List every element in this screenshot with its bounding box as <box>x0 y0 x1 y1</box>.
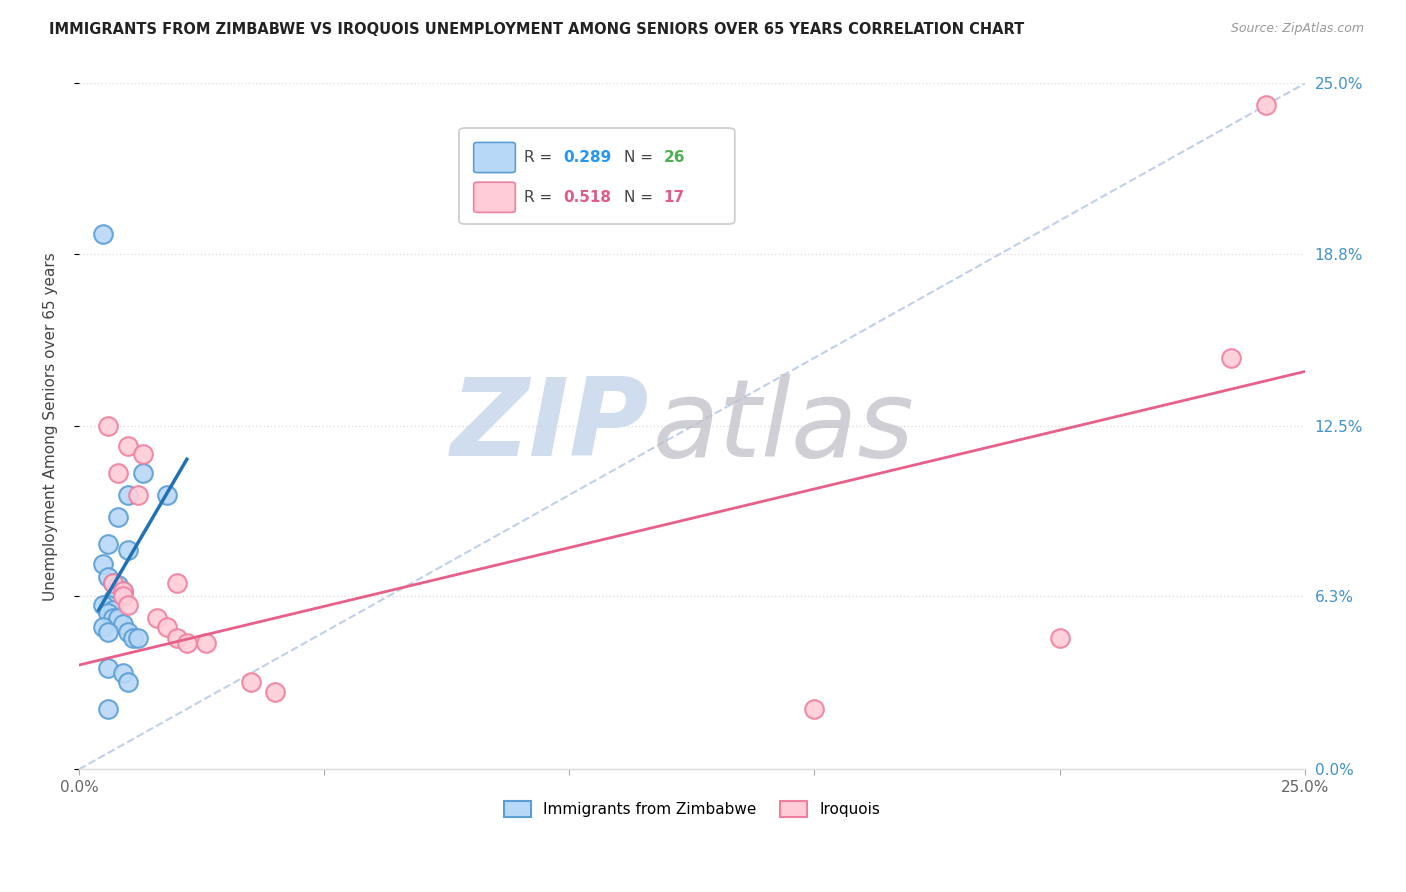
Text: 0.289: 0.289 <box>564 150 612 165</box>
Point <box>195 636 218 650</box>
Point <box>122 631 145 645</box>
Point <box>112 584 135 599</box>
Text: Source: ZipAtlas.com: Source: ZipAtlas.com <box>1230 22 1364 36</box>
Point <box>107 590 129 604</box>
Point <box>131 466 153 480</box>
Point <box>117 488 139 502</box>
Point <box>127 631 149 645</box>
Point <box>127 488 149 502</box>
FancyBboxPatch shape <box>474 182 516 212</box>
Point <box>146 611 169 625</box>
Text: R =: R = <box>524 150 557 165</box>
Point <box>103 592 125 607</box>
Text: R =: R = <box>524 190 557 205</box>
Point <box>156 488 179 502</box>
Point <box>97 537 120 551</box>
Text: N =: N = <box>624 150 658 165</box>
Point <box>97 702 120 716</box>
Point <box>112 666 135 681</box>
Point <box>112 584 135 599</box>
Point <box>93 557 115 571</box>
Point <box>166 575 188 590</box>
Point <box>97 606 120 620</box>
Point <box>117 625 139 640</box>
Text: ZIP: ZIP <box>450 374 650 479</box>
Point <box>93 620 115 634</box>
Legend: Immigrants from Zimbabwe, Iroquois: Immigrants from Zimbabwe, Iroquois <box>498 795 886 823</box>
Point <box>1254 98 1277 112</box>
Point <box>117 439 139 453</box>
Point <box>97 625 120 640</box>
Point <box>97 419 120 434</box>
Point <box>97 661 120 675</box>
Point <box>97 570 120 584</box>
Point <box>103 575 125 590</box>
Point <box>166 631 188 645</box>
Text: IMMIGRANTS FROM ZIMBABWE VS IROQUOIS UNEMPLOYMENT AMONG SENIORS OVER 65 YEARS CO: IMMIGRANTS FROM ZIMBABWE VS IROQUOIS UNE… <box>49 22 1025 37</box>
Point <box>264 685 287 699</box>
Point <box>131 447 153 461</box>
Text: 26: 26 <box>664 150 685 165</box>
Point <box>176 636 198 650</box>
Text: 0.518: 0.518 <box>564 190 612 205</box>
Point <box>156 620 179 634</box>
Point <box>239 674 262 689</box>
Point <box>93 227 115 242</box>
Point <box>107 466 129 480</box>
Y-axis label: Unemployment Among Seniors over 65 years: Unemployment Among Seniors over 65 years <box>44 252 58 600</box>
Point <box>107 578 129 592</box>
Point <box>107 509 129 524</box>
Point <box>103 611 125 625</box>
FancyBboxPatch shape <box>474 143 516 173</box>
Text: atlas: atlas <box>652 374 914 479</box>
Point <box>1049 631 1071 645</box>
Point <box>97 598 120 612</box>
Point <box>117 674 139 689</box>
Point <box>117 598 139 612</box>
Point <box>803 702 825 716</box>
Point <box>1220 351 1243 365</box>
Point <box>112 590 135 604</box>
Point <box>103 603 125 617</box>
FancyBboxPatch shape <box>458 128 735 224</box>
Text: 17: 17 <box>664 190 685 205</box>
Point <box>112 616 135 631</box>
Point <box>103 575 125 590</box>
Text: N =: N = <box>624 190 658 205</box>
Point <box>93 598 115 612</box>
Point <box>107 611 129 625</box>
Point <box>117 542 139 557</box>
